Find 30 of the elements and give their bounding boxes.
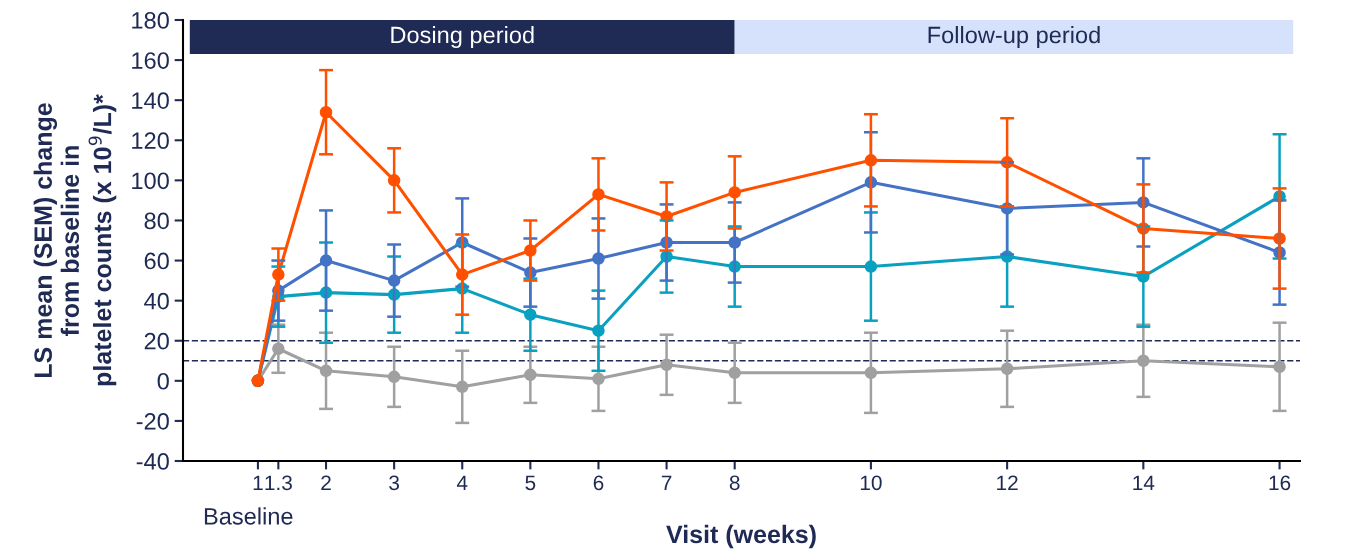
- y-tick-label: 160: [132, 52, 169, 69]
- y-tick-label: 100: [132, 172, 169, 190]
- x-tick-label: 16: [1269, 475, 1291, 491]
- x-tick-label: 8: [729, 475, 740, 491]
- x-tick-label: 3: [389, 475, 400, 491]
- band-label: Dosing period: [391, 26, 534, 48]
- x-tick-label: 5: [525, 475, 536, 491]
- y-tick-label: -20: [136, 412, 169, 430]
- y-tick-label: 0: [157, 372, 169, 390]
- x-tick-label: 12: [997, 475, 1018, 490]
- y-tick-label: 80: [144, 212, 169, 230]
- x-tick-label: 6: [593, 475, 604, 491]
- y-tick-label: 140: [132, 92, 169, 109]
- x-tick-label: 7: [661, 475, 672, 490]
- y-tick-label: 40: [144, 292, 169, 310]
- x-tick-label: 10: [860, 475, 882, 491]
- y-tick-label: 20: [144, 332, 169, 350]
- x-axis-title: Visit (weeks): [666, 524, 816, 549]
- x-tick-label: 1: [253, 475, 263, 490]
- y-tick-label: -40: [136, 453, 169, 470]
- x-tick-label: 1.3: [265, 475, 292, 491]
- band-label: Follow-up period: [928, 26, 1100, 48]
- x-tick-label: 4: [456, 475, 468, 490]
- x-tick-label: 14: [1133, 475, 1155, 490]
- y-tick-label: 60: [144, 252, 169, 270]
- y-tick-label: 180: [132, 12, 169, 29]
- y-axis-title: LS mean (SEM) change from baseline in platelet counts (x 10$^{9}$/L)*: [33, 94, 117, 386]
- x-tick-label: 2: [321, 475, 331, 490]
- text: Baseline: [204, 507, 293, 525]
- y-tick-label: 120: [132, 132, 169, 150]
